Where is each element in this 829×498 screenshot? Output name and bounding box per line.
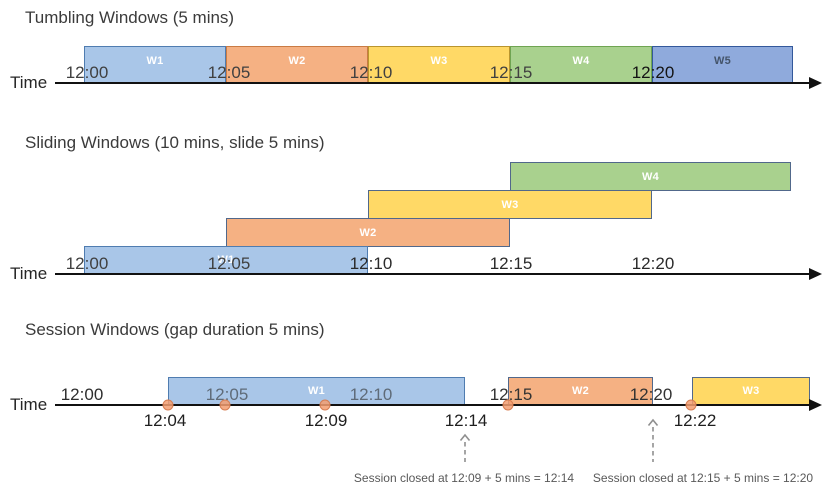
time-tick: 12:20 <box>629 385 673 404</box>
event-time-label: 12:22 <box>673 411 717 430</box>
section-title: Session Windows (gap duration 5 mins) <box>25 320 325 339</box>
window-w2: W2 <box>226 46 368 83</box>
time-axis-line <box>55 404 810 406</box>
time-axis-arrowhead-icon <box>809 268 822 280</box>
event-time-label: 12:09 <box>304 411 348 430</box>
window-label: W1 <box>146 55 164 67</box>
window-label: W3 <box>742 385 760 397</box>
time-tick: 12:10 <box>349 385 393 404</box>
time-tick: 12:10 <box>349 254 393 273</box>
time-tick: 12:20 <box>631 63 675 82</box>
window-label: W2 <box>359 226 377 239</box>
time-axis-line <box>55 273 810 275</box>
time-axis-label: Time <box>10 264 48 283</box>
window-w2: W2 <box>226 218 510 247</box>
window-w1: W1 <box>84 246 368 274</box>
time-tick: 12:05 <box>205 385 249 404</box>
event-dot <box>502 399 514 411</box>
time-tick: 12:00 <box>65 63 109 82</box>
window-label: W5 <box>713 55 732 67</box>
time-tick: 12:20 <box>631 254 675 273</box>
time-axis-arrowhead-icon <box>809 399 822 411</box>
time-axis-line <box>55 82 810 84</box>
time-tick: 12:15 <box>489 63 533 82</box>
window-w2: W2 <box>508 377 653 405</box>
window-label: W3 <box>501 198 519 211</box>
window-label: W1 <box>307 385 326 397</box>
window-w3: W3 <box>692 377 810 405</box>
time-axis-arrowhead-icon <box>809 77 822 89</box>
time-tick: 12:05 <box>207 63 251 82</box>
window-label: W2 <box>571 385 590 397</box>
dashed-up-arrow-icon <box>646 418 660 462</box>
window-w4: W4 <box>510 46 652 83</box>
window-label: W2 <box>288 55 306 67</box>
window-label: W3 <box>430 55 448 67</box>
annotation-text: Session closed at 12:09 + 5 mins = 12:14 <box>353 471 575 485</box>
time-tick: 12:05 <box>207 254 251 273</box>
window-label: W1 <box>217 254 235 266</box>
window-label: W4 <box>572 55 590 67</box>
time-axis-label: Time <box>10 73 48 92</box>
time-tick: 12:00 <box>60 385 104 404</box>
event-time-label: 12:04 <box>143 411 187 430</box>
window-w1: W1 <box>84 46 226 83</box>
time-tick: 12:15 <box>489 385 533 404</box>
time-axis-label: Time <box>10 395 48 414</box>
dashed-up-arrow-icon <box>458 433 472 462</box>
annotation-text: Session closed at 12:15 + 5 mins = 12:20 <box>592 471 814 485</box>
section-title: Sliding Windows (10 mins, slide 5 mins) <box>25 133 325 152</box>
time-tick: 12:00 <box>65 254 109 273</box>
event-dot <box>219 399 231 411</box>
event-dot <box>685 399 697 411</box>
window-w3: W3 <box>368 190 652 219</box>
time-tick: 12:15 <box>489 254 533 273</box>
event-time-label: 12:14 <box>444 411 488 430</box>
event-dot <box>319 399 331 411</box>
event-dot <box>162 399 174 411</box>
section-title: Tumbling Windows (5 mins) <box>25 8 235 27</box>
window-label: W4 <box>641 170 660 183</box>
window-w5: W5 <box>652 46 793 83</box>
window-w4: W4 <box>510 162 791 191</box>
time-tick: 12:10 <box>349 63 393 82</box>
